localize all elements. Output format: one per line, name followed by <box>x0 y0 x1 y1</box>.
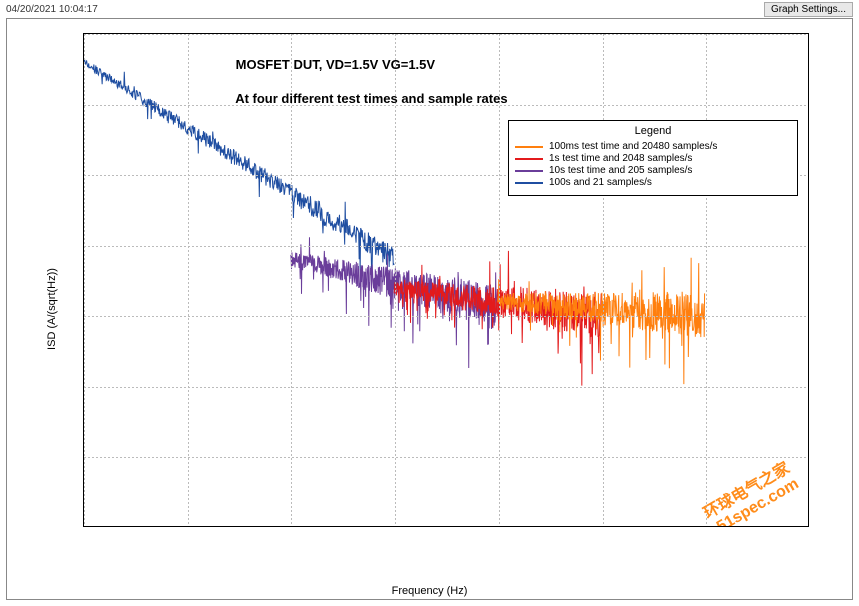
legend-label: 100s and 21 samples/s <box>549 177 652 188</box>
graph-settings-button[interactable]: Graph Settings... <box>764 2 853 17</box>
grid-line-h <box>84 387 808 388</box>
legend-box: Legend 100ms test time and 20480 samples… <box>508 120 798 196</box>
grid-line-v <box>603 34 604 526</box>
legend-swatch <box>515 182 543 184</box>
legend-row: 1s test time and 2048 samples/s <box>515 153 791 164</box>
chart-title-line1: MOSFET DUT, VD=1.5V VG=1.5V <box>236 57 435 72</box>
chart-title-line2: At four different test times and sample … <box>235 91 507 106</box>
grid-line-h <box>84 457 808 458</box>
grid-line-h <box>84 316 808 317</box>
legend-row: 10s test time and 205 samples/s <box>515 165 791 176</box>
legend-row: 100ms test time and 20480 samples/s <box>515 141 791 152</box>
legend-title: Legend <box>515 125 791 137</box>
grid-line-h <box>84 34 808 35</box>
plot-area: 1.0E-1210.0E-12100.0E-121.0E-910.0E-9100… <box>83 33 809 527</box>
legend-label: 1s test time and 2048 samples/s <box>549 153 692 164</box>
legend-row: 100s and 21 samples/s <box>515 177 791 188</box>
grid-line-v <box>706 34 707 526</box>
chart-title: MOSFET DUT, VD=1.5V VG=1.5V At four diff… <box>214 40 508 124</box>
y-axis-label: ISD (A/(sqrt(Hz)) <box>46 268 58 350</box>
grid-line-v <box>84 34 85 526</box>
x-axis-label: Frequency (Hz) <box>392 585 468 597</box>
chart-frame: ISD (A/(sqrt(Hz)) Frequency (Hz) 1.0E-12… <box>6 18 853 600</box>
legend-swatch <box>515 170 543 172</box>
legend-swatch <box>515 146 543 148</box>
legend-label: 100ms test time and 20480 samples/s <box>549 141 717 152</box>
legend-label: 10s test time and 205 samples/s <box>549 165 692 176</box>
legend-swatch <box>515 158 543 160</box>
timestamp-label: 04/20/2021 10:04:17 <box>6 4 98 15</box>
grid-line-v <box>188 34 189 526</box>
grid-line-h <box>84 246 808 247</box>
